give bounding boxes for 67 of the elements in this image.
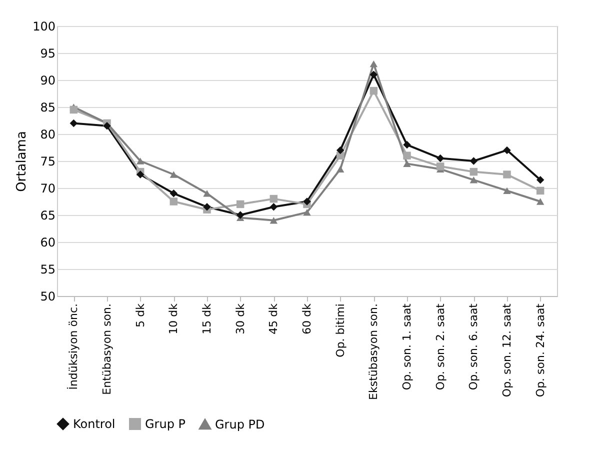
y-tick-label: 70 bbox=[40, 182, 56, 196]
x-tick-label: 60 dk bbox=[300, 302, 314, 334]
y-axis-title: Ortalama bbox=[14, 131, 30, 192]
y-tick-label: 90 bbox=[40, 74, 56, 88]
x-tick-label: 5 dk bbox=[134, 302, 147, 328]
point bbox=[370, 60, 378, 68]
point bbox=[170, 198, 178, 206]
point bbox=[403, 152, 411, 160]
x-tick-label: İndüksiyon önc. bbox=[66, 304, 80, 390]
x-tick-label: Ekstübasyon son. bbox=[367, 304, 380, 400]
legend-label: Kontrol bbox=[73, 417, 116, 431]
point bbox=[236, 211, 244, 219]
point bbox=[503, 170, 511, 178]
point bbox=[303, 208, 311, 216]
point bbox=[170, 190, 178, 198]
point bbox=[370, 86, 378, 95]
y-tick-label: 50 bbox=[40, 290, 56, 304]
y-tick-label: 60 bbox=[40, 236, 56, 250]
point bbox=[270, 217, 278, 224]
x-tick-label: Entübasyon son. bbox=[100, 304, 114, 395]
point bbox=[370, 70, 378, 78]
point bbox=[136, 170, 144, 178]
y-tick-label: 65 bbox=[40, 208, 56, 222]
x-tick-label: Op. son. 12. saat bbox=[500, 302, 514, 398]
y-tick-label: 75 bbox=[40, 154, 56, 168]
point bbox=[70, 106, 78, 114]
y-tick-label: 95 bbox=[40, 46, 56, 60]
y-tick-label: 100 bbox=[32, 20, 56, 34]
x-tick-label: 45 dk bbox=[267, 302, 280, 334]
point bbox=[136, 158, 144, 164]
point bbox=[103, 122, 111, 130]
point bbox=[270, 194, 278, 203]
point bbox=[170, 171, 178, 178]
point bbox=[470, 176, 478, 184]
point bbox=[536, 186, 544, 195]
x-tick-label: Op. son. 2. saat bbox=[434, 302, 447, 390]
x-tick-label: 10 dk bbox=[167, 302, 180, 334]
legend-label: Grup P bbox=[145, 417, 186, 431]
point bbox=[336, 152, 344, 160]
x-tick-label: 30 dk bbox=[234, 302, 247, 334]
x-tick-label: Op. son. 24. saat bbox=[534, 302, 547, 398]
point bbox=[203, 190, 211, 197]
point bbox=[436, 162, 444, 170]
point bbox=[303, 198, 311, 206]
point bbox=[336, 166, 344, 172]
point bbox=[436, 154, 444, 162]
point bbox=[70, 119, 78, 128]
point bbox=[470, 157, 478, 165]
point bbox=[536, 198, 544, 205]
point bbox=[503, 146, 511, 154]
legend-label: Grup PD bbox=[215, 417, 265, 432]
point bbox=[203, 203, 211, 211]
x-tick-label: 15 dk bbox=[200, 302, 214, 334]
point bbox=[403, 160, 411, 168]
x-tick-label: Op. bitimi bbox=[334, 304, 347, 358]
x-tick-label: Op. son. 6. saat bbox=[467, 302, 480, 390]
point bbox=[470, 168, 478, 176]
point bbox=[536, 176, 544, 184]
point bbox=[336, 146, 344, 154]
point bbox=[270, 203, 278, 211]
point bbox=[403, 140, 411, 149]
point bbox=[236, 200, 244, 208]
point bbox=[503, 187, 511, 194]
x-tick-label: Op. son. 1. saat bbox=[400, 302, 414, 390]
y-tick-label: 55 bbox=[40, 262, 56, 276]
y-tick-label: 85 bbox=[40, 100, 56, 114]
y-tick-label: 80 bbox=[40, 128, 56, 142]
